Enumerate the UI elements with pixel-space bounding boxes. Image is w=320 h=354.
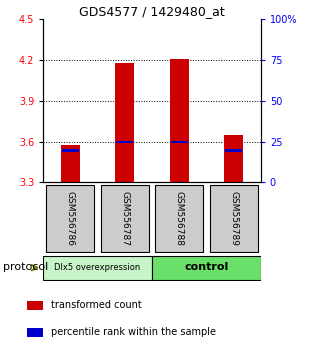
Text: GSM556787: GSM556787 xyxy=(120,191,129,246)
FancyBboxPatch shape xyxy=(46,185,94,252)
Text: transformed count: transformed count xyxy=(51,300,141,310)
Bar xyxy=(225,149,242,152)
Text: GSM556788: GSM556788 xyxy=(175,191,184,246)
FancyBboxPatch shape xyxy=(152,256,261,280)
Bar xyxy=(116,141,133,143)
FancyBboxPatch shape xyxy=(101,185,149,252)
FancyBboxPatch shape xyxy=(155,185,203,252)
Text: GSM556786: GSM556786 xyxy=(66,191,75,246)
Title: GDS4577 / 1429480_at: GDS4577 / 1429480_at xyxy=(79,5,225,18)
Text: control: control xyxy=(184,262,228,272)
Text: percentile rank within the sample: percentile rank within the sample xyxy=(51,327,216,337)
Bar xyxy=(171,141,188,143)
FancyBboxPatch shape xyxy=(43,256,152,280)
Bar xyxy=(27,301,43,310)
Bar xyxy=(61,145,80,182)
Text: protocol: protocol xyxy=(3,262,48,272)
Bar xyxy=(224,135,243,182)
Bar xyxy=(115,63,134,182)
Bar xyxy=(170,59,189,182)
Text: GSM556789: GSM556789 xyxy=(229,191,238,246)
Bar xyxy=(62,149,79,152)
FancyBboxPatch shape xyxy=(210,185,258,252)
Text: Dlx5 overexpression: Dlx5 overexpression xyxy=(54,263,141,272)
Bar xyxy=(27,328,43,337)
